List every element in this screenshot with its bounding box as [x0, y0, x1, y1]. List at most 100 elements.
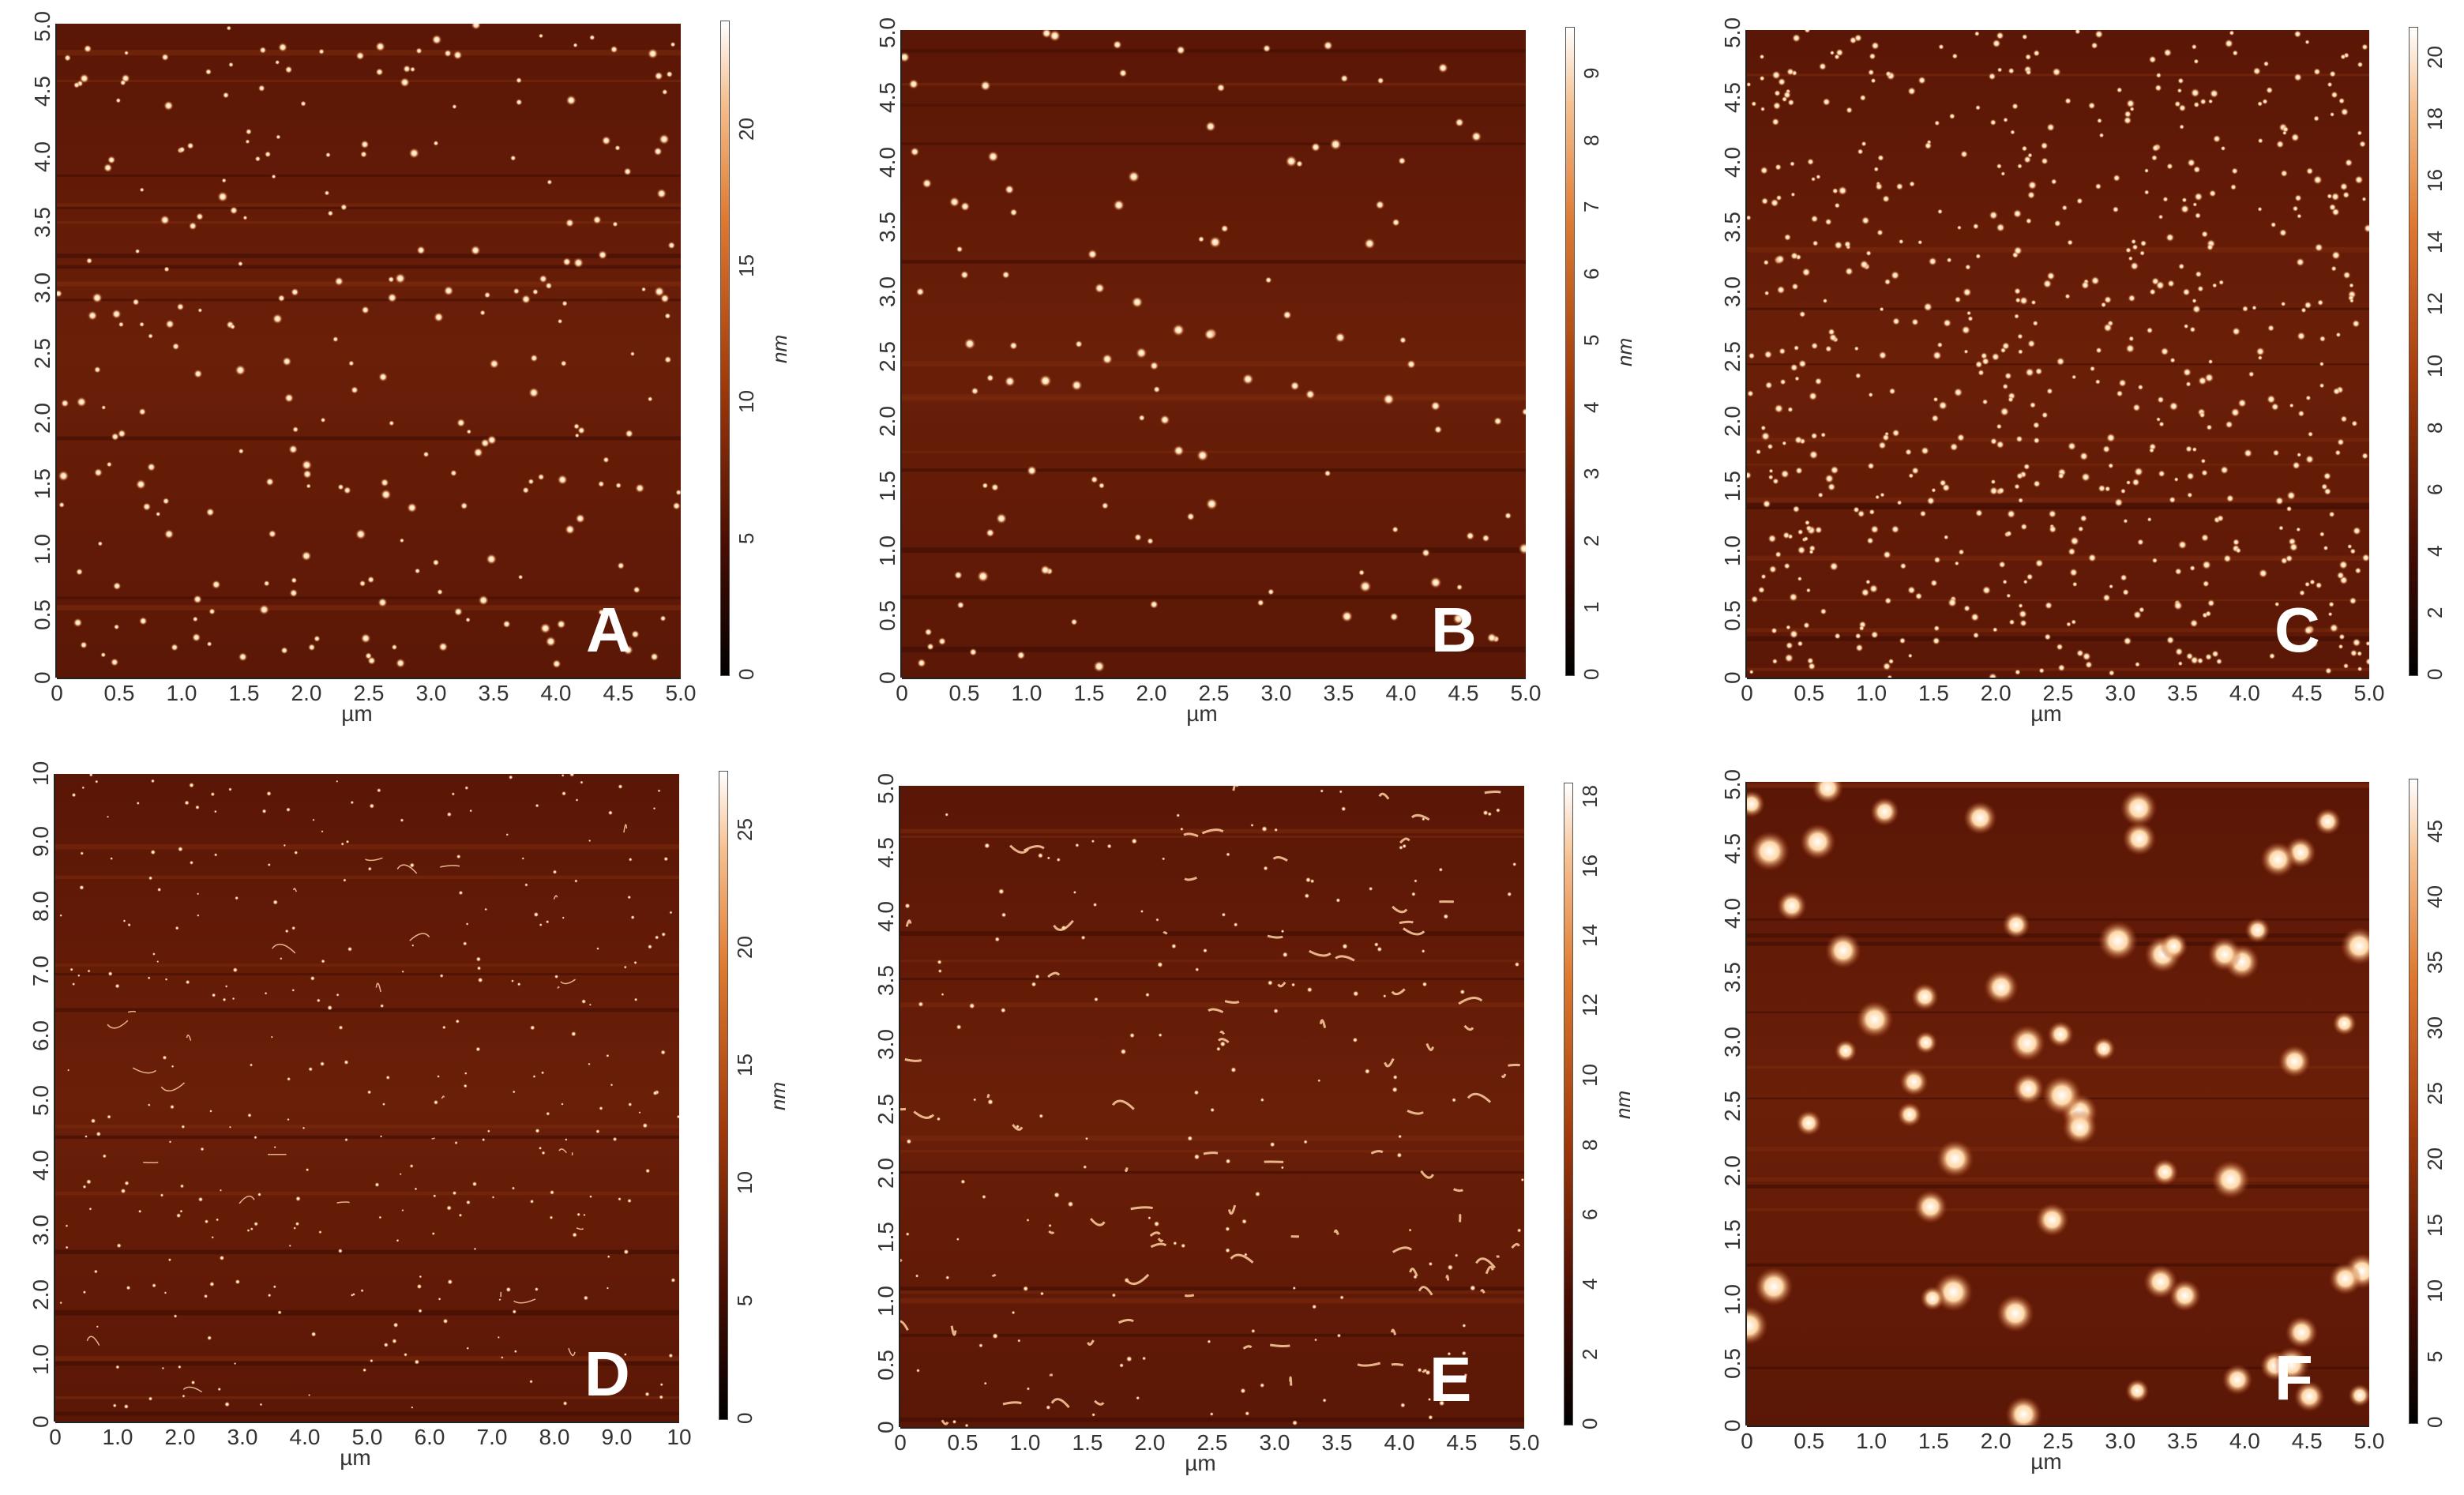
- x-tick-label: 3.0: [2105, 681, 2136, 705]
- afm-texture: [1747, 782, 2369, 1426]
- y-tick-label: 5.0: [873, 772, 898, 804]
- color-scale-tick: 0: [1579, 668, 1603, 680]
- x-tick-label: 4.5: [2291, 681, 2323, 705]
- y-tick-label: 5.0: [28, 1084, 53, 1116]
- panel-letter: D: [584, 1339, 630, 1409]
- x-axis: [900, 1427, 1524, 1429]
- panel-letter: E: [1429, 1344, 1472, 1414]
- x-tick-label: 2.0: [1136, 681, 1167, 705]
- x-tick-label: 0: [896, 681, 908, 705]
- x-tick-label: 0.5: [947, 1430, 978, 1455]
- y-tick-label: 3.5: [875, 211, 900, 242]
- y-axis: [55, 24, 57, 678]
- x-tick-label: 3.5: [2167, 1429, 2199, 1453]
- color-scale-tick: 15: [2423, 1213, 2447, 1237]
- color-scale-tick: 16: [2423, 169, 2447, 193]
- color-scale-tick: 12: [1578, 994, 1602, 1017]
- y-tick-label: 2.5: [30, 337, 54, 369]
- y-tick-label: 5.0: [1720, 768, 1745, 800]
- color-scale-tick: 4: [2423, 545, 2447, 557]
- y-tick-label: 4.0: [28, 1149, 53, 1181]
- y-tick-label: 2.0: [30, 403, 54, 434]
- y-tick-label: 4.0: [1720, 897, 1745, 929]
- x-tick-label: 4.0: [2229, 681, 2260, 705]
- color-scale-tick: 6: [1579, 268, 1603, 280]
- x-unit-label: µm: [2030, 1449, 2062, 1474]
- y-tick-label: 0.5: [1720, 1348, 1745, 1379]
- y-tick-label: 1.5: [875, 470, 900, 501]
- y-tick-label: 3.0: [28, 1214, 53, 1245]
- y-tick-label: 1.5: [30, 468, 54, 500]
- y-tick-label: 3.0: [1720, 276, 1745, 307]
- x-axis: [55, 1422, 679, 1423]
- x-tick-label: 4.5: [1446, 1430, 1478, 1455]
- afm-texture: [1747, 30, 2369, 678]
- x-tick-label: 4.5: [603, 681, 634, 705]
- color-scale-tick: 9: [1579, 67, 1603, 80]
- color-scale-tick: 16: [1578, 854, 1602, 877]
- x-tick-label: 0.5: [103, 681, 135, 705]
- x-tick-label: 2.0: [291, 681, 322, 705]
- x-tick-label: 3.5: [1323, 681, 1354, 705]
- y-tick-label: 2.5: [873, 1093, 898, 1125]
- x-axis: [902, 678, 1526, 679]
- color-scale-tick: 0: [1578, 1418, 1602, 1429]
- x-tick-label: 5.0: [1510, 681, 1542, 705]
- color-scale-tick: 6: [2423, 483, 2447, 495]
- y-tick-label: 1.0: [873, 1286, 898, 1317]
- x-tick-label: 1.5: [1917, 1429, 1949, 1453]
- color-scale-unit: nm: [2456, 1087, 2464, 1117]
- color-scale-bar: [1564, 783, 1573, 1426]
- x-unit-label: µm: [341, 701, 373, 726]
- y-tick-label: 4.0: [30, 141, 54, 173]
- x-tick-label: 5.0: [2353, 681, 2385, 705]
- y-tick-label: 1.0: [28, 1343, 53, 1375]
- y-tick-label: 7.0: [28, 955, 53, 986]
- y-tick-label: 4.5: [1720, 81, 1745, 113]
- x-tick-label: 4.0: [2229, 1429, 2260, 1453]
- afm-image: [55, 774, 679, 1422]
- x-tick-label: 0: [1741, 1429, 1753, 1453]
- afm-texture: [902, 30, 1526, 673]
- color-scale-tick: 45: [2423, 819, 2447, 843]
- y-axis: [54, 774, 55, 1422]
- x-tick-label: 1.0: [166, 681, 197, 705]
- y-tick-label: 9.0: [28, 825, 53, 857]
- y-tick-label: 3.0: [30, 272, 54, 303]
- x-tick-label: 1.5: [1072, 1430, 1103, 1455]
- color-scale-unit: nm: [2456, 337, 2464, 366]
- y-tick-label: 3.5: [30, 206, 54, 238]
- x-tick-label: 2.5: [1198, 681, 1230, 705]
- color-scale-tick: 5: [733, 1294, 757, 1306]
- afm-texture: [55, 774, 679, 1416]
- x-unit-label: µm: [1185, 1451, 1216, 1475]
- y-tick-label: 0.5: [1720, 599, 1745, 631]
- x-tick-label: 1.0: [1011, 681, 1042, 705]
- x-tick-label: 3.5: [478, 681, 509, 705]
- color-scale-tick: 2: [1579, 535, 1603, 547]
- color-scale-tick: 7: [1579, 201, 1603, 213]
- x-tick-label: 0: [51, 681, 63, 705]
- y-tick-label: 2.0: [1720, 405, 1745, 437]
- color-scale-tick: 10: [1578, 1063, 1602, 1087]
- y-tick-label: 3.0: [1720, 1026, 1745, 1057]
- x-tick-label: 2.0: [164, 1425, 196, 1449]
- color-scale-tick: 35: [2423, 950, 2447, 974]
- panel-letter: F: [2274, 1343, 2313, 1413]
- x-tick-label: 3.5: [2167, 681, 2199, 705]
- color-scale-tick: 1: [1579, 601, 1603, 614]
- y-axis: [1745, 30, 1747, 678]
- x-tick-label: 0: [894, 1430, 907, 1455]
- x-unit-label: µm: [2030, 701, 2062, 726]
- x-tick-label: 3.5: [1321, 1430, 1353, 1455]
- y-tick-label: 4.0: [1720, 146, 1745, 178]
- y-tick-label: 2.5: [875, 340, 900, 372]
- color-scale-tick: 18: [1578, 784, 1602, 808]
- x-tick-label: 0: [49, 1425, 62, 1449]
- color-scale-tick: 3: [1579, 468, 1603, 480]
- x-tick-label: 3.0: [1259, 1430, 1290, 1455]
- afm-image: [57, 24, 681, 678]
- x-tick-label: 2.0: [1980, 1429, 2011, 1453]
- y-tick-label: 3.0: [873, 1029, 898, 1061]
- color-scale-bar: [719, 771, 728, 1420]
